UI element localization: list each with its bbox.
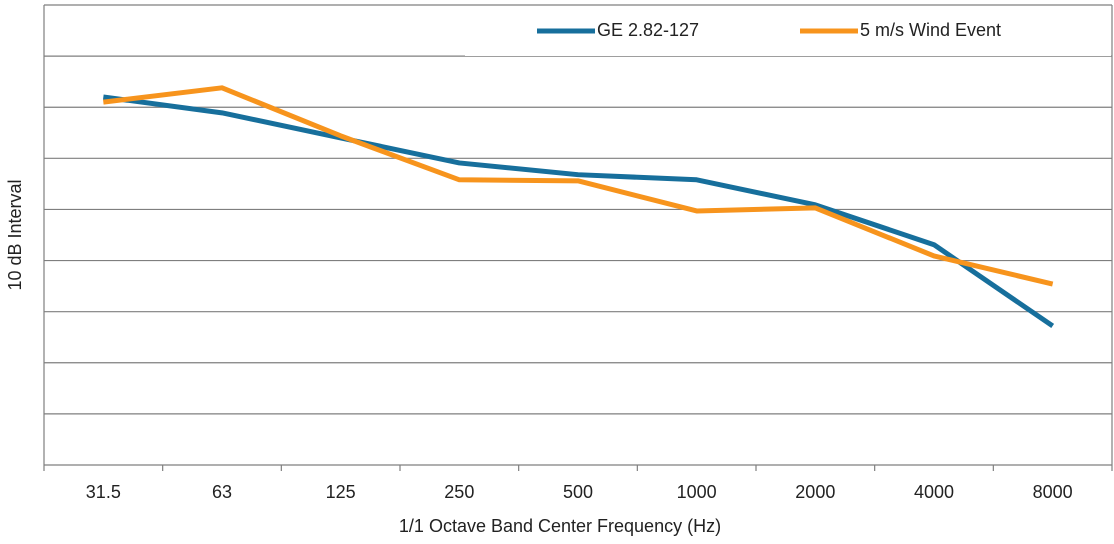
line-series: [103, 94, 1055, 329]
x-tick-label: 250: [444, 482, 474, 502]
legend-label: 5 m/s Wind Event: [860, 20, 1001, 40]
x-tick-label: 8000: [1033, 482, 1073, 502]
y-axis-label: 10 dB Interval: [5, 179, 25, 290]
x-axis-label: 1/1 Octave Band Center Frequency (Hz): [399, 516, 721, 536]
x-tick-label: 1000: [677, 482, 717, 502]
line-series: [103, 85, 1054, 287]
legend-label: GE 2.82-127: [597, 20, 699, 40]
x-tick-label: 500: [563, 482, 593, 502]
x-tick-label: 2000: [795, 482, 835, 502]
x-tick-label: 4000: [914, 482, 954, 502]
x-tick-label: 125: [326, 482, 356, 502]
x-tick-label: 63: [212, 482, 232, 502]
x-tick-label: 31.5: [86, 482, 121, 502]
